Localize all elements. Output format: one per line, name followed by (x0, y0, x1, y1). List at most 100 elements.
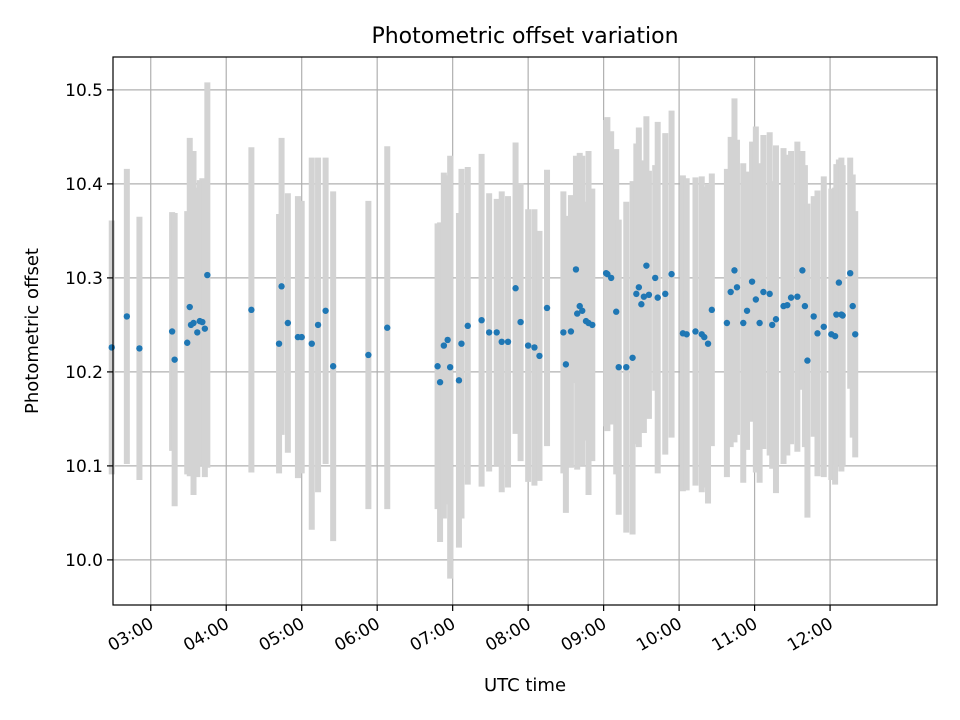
data-point (186, 303, 193, 311)
data-point (572, 266, 580, 273)
data-point (498, 338, 505, 346)
data-point (820, 323, 827, 330)
data-point (748, 278, 756, 285)
data-point (704, 340, 712, 347)
data-point (485, 329, 493, 336)
data-point (613, 308, 620, 315)
data-point (384, 324, 391, 331)
data-point (322, 307, 329, 314)
data-point (652, 274, 659, 282)
data-point (536, 352, 543, 360)
data-point (835, 279, 843, 286)
data-point (740, 319, 747, 327)
chart-title: Photometric offset variation (371, 24, 678, 49)
y-tick-label: 10.3 (65, 269, 103, 289)
data-point (810, 313, 817, 320)
data-point (123, 313, 131, 320)
data-point (804, 357, 811, 364)
x-axis-label: UTC time (484, 675, 566, 696)
data-point (171, 356, 178, 363)
data-point (769, 321, 776, 329)
data-point (607, 274, 615, 282)
data-point (444, 336, 451, 344)
data-point (190, 319, 197, 327)
data-point (733, 284, 741, 291)
data-point (760, 288, 767, 296)
data-point (756, 319, 763, 327)
data-point (314, 321, 322, 329)
y-tick-label: 10.4 (65, 175, 103, 195)
data-point (799, 267, 806, 274)
data-point (199, 318, 206, 326)
x-tick-label: 12:00 (784, 614, 836, 656)
data-point (524, 342, 532, 349)
data-point (108, 344, 115, 351)
data-point (787, 294, 795, 301)
data-point (635, 284, 643, 291)
data-point (543, 304, 551, 312)
data-point (708, 306, 716, 314)
data-point (839, 312, 846, 319)
data-point (308, 340, 315, 347)
data-point (743, 307, 751, 314)
data-point (683, 331, 690, 338)
data-point (567, 328, 575, 335)
data-point (446, 363, 454, 371)
data-point (136, 345, 143, 352)
data-point (455, 377, 463, 384)
x-tick-label: 04:00 (180, 614, 232, 656)
data-point (504, 338, 512, 346)
y-tick-label: 10.0 (65, 551, 103, 571)
data-point (493, 329, 500, 336)
data-points (108, 262, 859, 386)
data-point (852, 331, 859, 338)
data-point (201, 325, 209, 332)
data-point (204, 271, 211, 279)
data-point (464, 322, 471, 330)
data-point (284, 319, 292, 327)
data-point (329, 363, 337, 370)
data-point (701, 333, 708, 341)
data-point (831, 332, 839, 340)
data-point (168, 328, 176, 335)
data-point (623, 363, 630, 371)
data-point (615, 363, 622, 371)
data-point (248, 306, 255, 314)
data-point (579, 307, 586, 314)
data-point (574, 310, 581, 317)
data-point (589, 321, 596, 329)
x-tick-label: 11:00 (709, 614, 761, 656)
data-point (654, 294, 661, 301)
data-point (662, 290, 669, 298)
data-point (731, 267, 738, 274)
data-point (531, 344, 538, 351)
data-point (517, 318, 524, 326)
x-tick-label: 07:00 (407, 614, 459, 656)
data-point (633, 290, 640, 298)
data-point (772, 316, 780, 323)
y-tick-label: 10.1 (65, 457, 103, 477)
data-point (298, 333, 305, 341)
data-point (794, 293, 801, 300)
data-point (560, 329, 567, 336)
data-point (278, 283, 285, 290)
data-point (629, 354, 636, 361)
data-point (184, 339, 191, 346)
x-tick-label: 03:00 (105, 614, 157, 656)
data-point (846, 269, 854, 277)
data-point (434, 363, 441, 370)
data-point (275, 340, 283, 347)
data-point (814, 330, 821, 337)
data-point (849, 302, 856, 310)
data-point (638, 301, 645, 308)
data-point (365, 351, 372, 359)
data-point (752, 296, 760, 303)
x-tick-label: 05:00 (256, 614, 308, 656)
data-point (784, 301, 791, 309)
y-tick-label: 10.5 (65, 81, 103, 101)
y-axis-label: Photometric offset (22, 248, 43, 414)
data-point (643, 262, 650, 269)
data-point (692, 328, 699, 335)
data-point (668, 270, 675, 278)
